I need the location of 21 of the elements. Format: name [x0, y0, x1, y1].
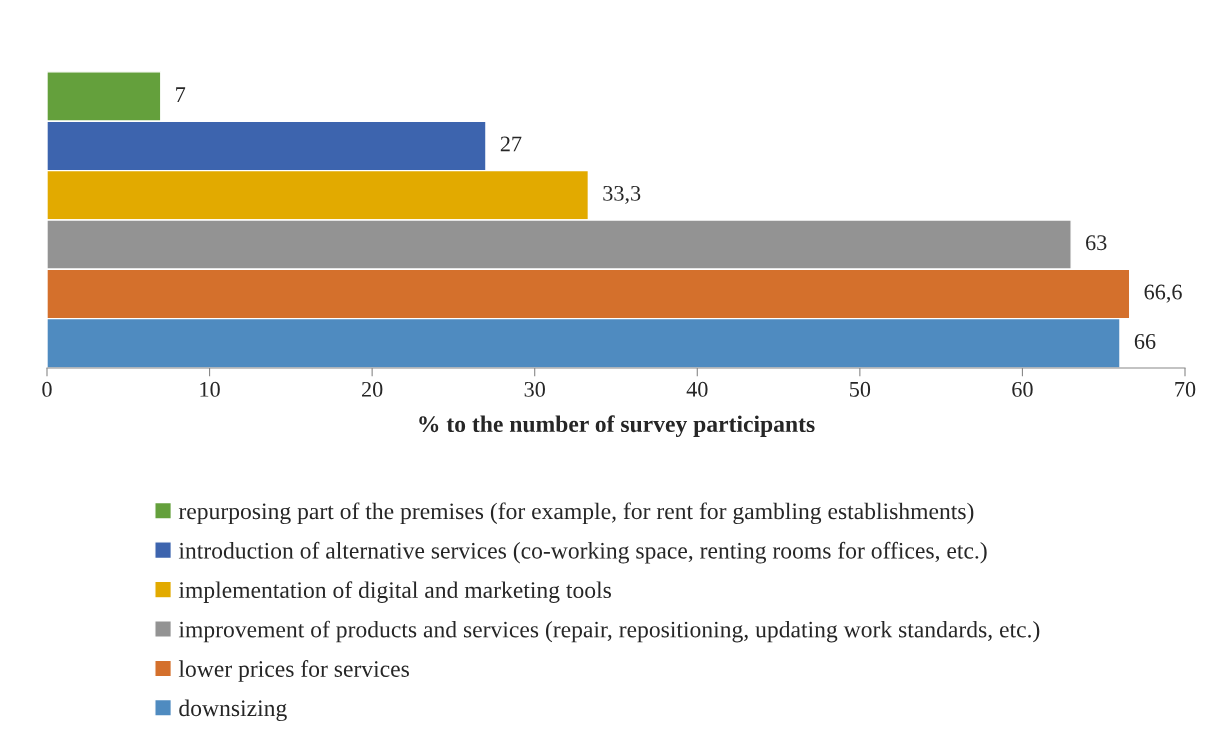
- x-tick-label: 10: [200, 381, 220, 397]
- x-axis-title: % to the number of survey participants: [419, 415, 815, 437]
- data-label: 33,3: [603, 185, 641, 205]
- legend-label: lower prices for services: [178, 660, 409, 682]
- x-tick-label: 70: [1175, 381, 1196, 397]
- legend-label: repurposing part of the premises (for example, for rent for gambling establishments): [178, 502, 974, 525]
- x-tick-label: 0: [42, 381, 52, 397]
- data-label: 66,6: [1144, 284, 1182, 303]
- x-tick-label: 50: [850, 381, 871, 397]
- data-label: 66: [1134, 333, 1156, 349]
- data-label: 63: [1086, 235, 1107, 251]
- x-tick-label: 20: [362, 381, 383, 397]
- legend-label: introduction of alternative services (co-working space, renting rooms for offices, etc.): [178, 541, 987, 564]
- legend-label: implementation of digital and marketing tools: [178, 581, 611, 603]
- legend-label: downsizing: [179, 699, 287, 722]
- x-tick-label: 30: [524, 381, 545, 397]
- legend-label: improvement of products and services (repair, repositioning, updating work standards, etc.): [178, 620, 1040, 643]
- data-label: 27: [500, 136, 522, 152]
- x-tick-label: 60: [1012, 381, 1033, 397]
- data-label: 7: [176, 87, 186, 102]
- x-tick-label: 40: [686, 381, 708, 397]
